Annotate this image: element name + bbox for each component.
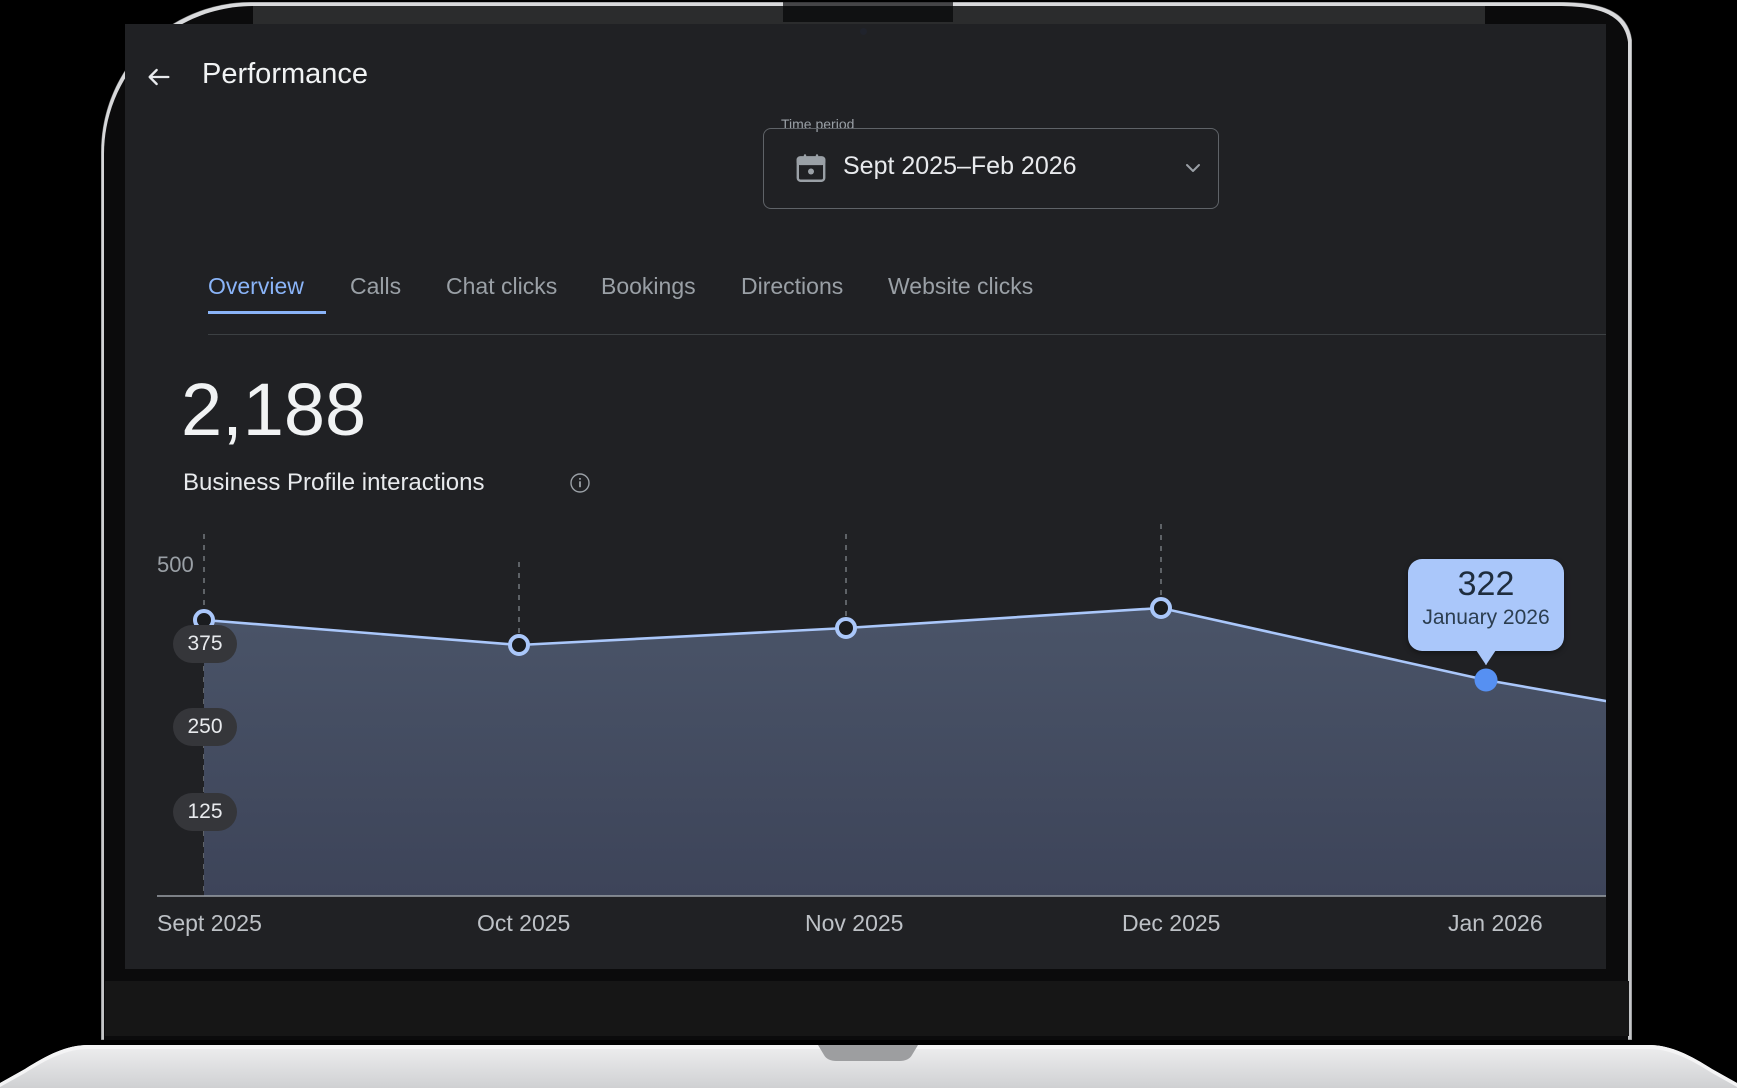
svg-text:500: 500	[157, 552, 194, 577]
